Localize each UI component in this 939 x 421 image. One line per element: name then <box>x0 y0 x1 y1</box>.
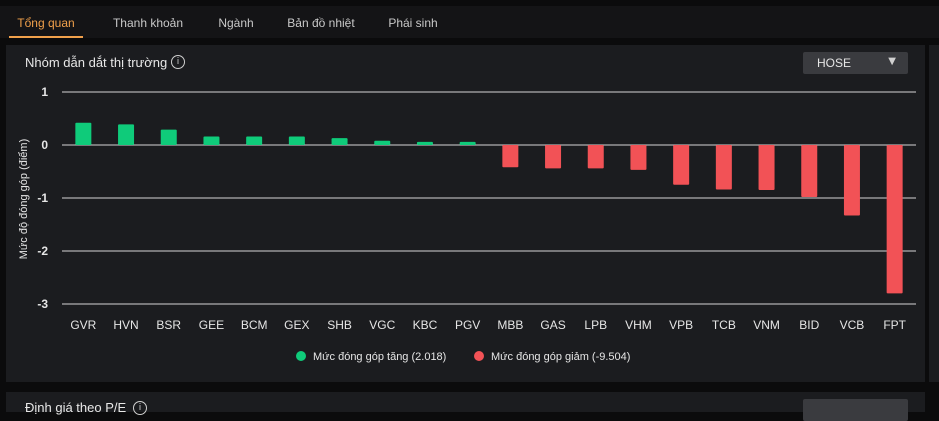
bar-bsr <box>160 129 177 145</box>
x-tick-label: SHB <box>327 318 352 332</box>
x-tick-label: BID <box>799 318 819 332</box>
legend-positive-marker <box>296 351 306 361</box>
bar-gex <box>288 136 305 145</box>
bar-vpb <box>673 145 690 185</box>
legend-positive-label: Mức đóng góp tăng (2.018) <box>313 351 446 363</box>
contribution-bar-chart: 1 0 -1 -2 -3 Mức độ đóng góp (điểm) GVR HVN BSR G… <box>18 85 916 363</box>
x-tick-label: BCM <box>241 318 268 332</box>
x-tick-label: HVN <box>113 318 138 332</box>
y-tick-label: 0 <box>41 138 48 152</box>
x-tick-label: GEX <box>284 318 309 332</box>
bar-tcb <box>715 145 732 190</box>
x-tick-label: FPT <box>883 318 906 332</box>
legend-negative-label: Mức đóng góp giảm (-9.504) <box>491 351 630 363</box>
bar-bid <box>801 145 818 197</box>
x-tick-label: MBB <box>497 318 523 332</box>
tab-phai-sinh[interactable]: Phái sinh <box>388 16 438 30</box>
x-tick-label: VCB <box>840 318 865 332</box>
x-tick-label: GEE <box>199 318 224 332</box>
x-tick-label: VNM <box>753 318 780 332</box>
bar-shb <box>331 138 348 145</box>
tab-ban-do-nhiet[interactable]: Bản đồ nhiệt <box>287 16 355 30</box>
exchange-select[interactable]: HOSE ▼ <box>803 52 908 74</box>
panel-title: Nhóm dẫn dắt thị trường <box>25 55 168 70</box>
tab-bar: Tổng quan Thanh khoản Ngành Bản đồ nhiệt… <box>0 6 939 38</box>
bar-lpb <box>587 145 604 169</box>
bar-pgv <box>459 141 476 145</box>
x-tick-label: GVR <box>70 318 96 332</box>
legend-negative-marker <box>474 351 484 361</box>
x-tick-label: KBC <box>413 318 438 332</box>
exchange-select-value: HOSE <box>817 56 852 70</box>
x-tick-label: VPB <box>669 318 693 332</box>
bar-gvr <box>75 122 92 145</box>
chevron-down-icon: ▼ <box>888 56 896 67</box>
bar-vgc <box>374 140 391 145</box>
y-axis-label: Mức độ đóng góp (điểm) <box>18 139 30 259</box>
bar-vcb <box>843 145 860 216</box>
x-tick-label: GAS <box>540 318 565 332</box>
x-tick-label: VHM <box>625 318 652 332</box>
tab-thanh-khoan[interactable]: Thanh khoản <box>112 16 184 30</box>
y-tick-label: -1 <box>37 191 48 205</box>
x-tick-label: TCB <box>712 318 736 332</box>
bar-gas <box>545 145 562 169</box>
bar-fpt <box>886 145 903 294</box>
y-tick-label: -3 <box>37 297 48 311</box>
y-tick-label: -2 <box>37 244 48 258</box>
scroll-area <box>929 45 939 382</box>
tab-nganh[interactable]: Ngành <box>218 16 254 30</box>
top-strip <box>0 0 939 6</box>
info-icon[interactable]: i <box>171 55 185 69</box>
x-tick-label: LPB <box>584 318 607 332</box>
x-tick-label: PGV <box>455 318 480 332</box>
y-tick-label: 1 <box>41 85 48 99</box>
market-leaders-panel: Nhóm dẫn dắt thị trường i HOSE ▼ <box>6 45 925 382</box>
active-tab-indicator <box>9 36 83 38</box>
x-tick-label: VGC <box>369 318 395 332</box>
bar-bcm <box>246 136 263 145</box>
tab-tong-quan[interactable]: Tổng quan <box>17 16 75 30</box>
bar-kbc <box>416 141 433 145</box>
bar-vnm <box>758 145 775 191</box>
bar-hvn <box>118 124 135 145</box>
x-tick-label: BSR <box>156 318 181 332</box>
bar-gee <box>203 136 220 145</box>
bar-mbb <box>502 145 519 168</box>
bar-vhm <box>630 145 647 170</box>
